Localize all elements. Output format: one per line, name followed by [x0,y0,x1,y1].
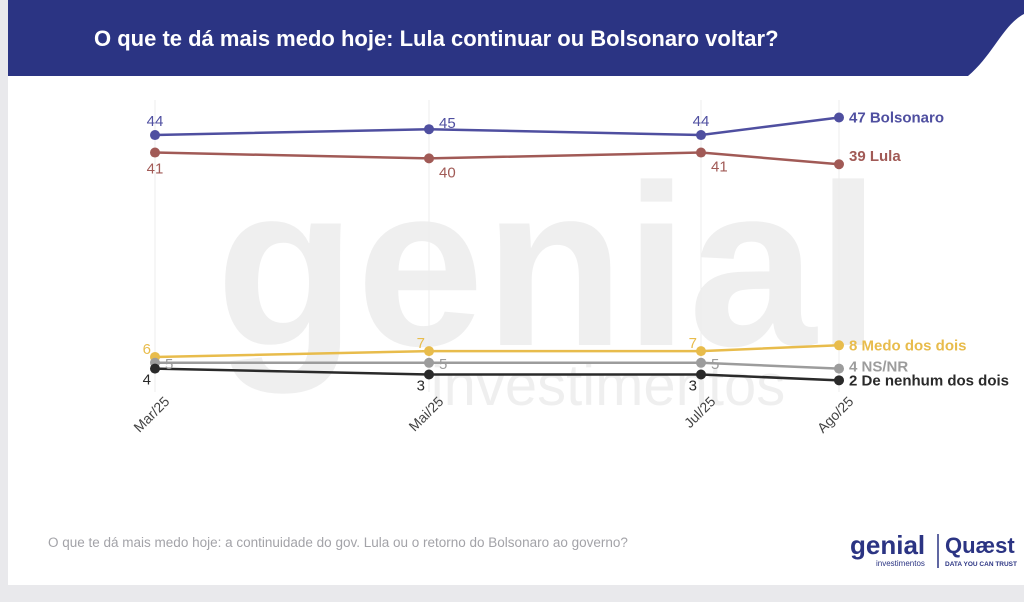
data-point-de-nenhum-dos-dois [424,369,434,380]
genial-watermark: genial investimentos [216,137,881,418]
data-point-bolsonaro [150,130,160,141]
end-label-medo-dos-dois: 8 Medo dos dois [849,337,967,354]
data-point-de-nenhum-dos-dois [150,363,160,374]
data-point-de-nenhum-dos-dois [696,369,706,380]
data-point-lula [834,159,844,170]
bottom-strip [0,585,1024,602]
data-point-bolsonaro [696,130,706,141]
data-label-lula: 41 [711,159,728,176]
data-point-bolsonaro [424,124,434,135]
data-point-lula [424,153,434,164]
end-label-bolsonaro: 47 Bolsonaro [849,110,944,127]
data-label-de-nenhum-dos-dois: 3 [417,377,425,394]
data-label-bolsonaro: 44 [147,113,164,130]
x-tick-label: Ago/25 [814,393,857,436]
series-line-bolsonaro [154,116,840,137]
data-point-lula [150,147,160,158]
data-point-de-nenhum-dos-dois [834,375,844,386]
x-tick-label: Mar/25 [130,393,172,435]
data-point-ns-nr [696,357,706,368]
data-point-medo-dos-dois [696,346,706,357]
data-point-medo-dos-dois [834,340,844,351]
quaest-tagline: DATA YOU CAN TRUST [945,561,1017,568]
data-label-medo-dos-dois: 7 [417,335,425,352]
series-lines [154,116,840,382]
title-banner-shape [8,0,1024,76]
data-label-lula: 40 [439,164,456,181]
data-point-ns-nr [424,357,434,368]
genial-logo-subtext: investimentos [876,559,925,568]
data-label-ns-nr: 5 [711,356,719,373]
footnote: O que te dá mais medo hoje: a continuida… [48,535,628,550]
data-point-lula [696,147,706,158]
series-end-labels: 47 Bolsonaro 39 Lula 8 Medo dos dois 4 NS/N… [849,110,1009,390]
data-point-medo-dos-dois [424,346,434,357]
series-line-medo-dos-dois [154,344,840,359]
title-banner: O que te dá mais medo hoje: Lula continu… [8,0,1024,76]
data-label-medo-dos-dois: 7 [689,335,697,352]
data-label-ns-nr: 5 [439,356,447,373]
genial-logo: genial [850,530,925,560]
data-point-bolsonaro [834,112,844,123]
data-label-de-nenhum-dos-dois: 4 [143,372,151,389]
quaest-logo: Quæst [945,533,1015,558]
series-line-de-nenhum-dos-dois [154,367,840,382]
data-label-lula: 41 [147,161,164,178]
data-label-bolsonaro: 44 [693,113,710,130]
data-point-ns-nr [834,363,844,374]
data-label-ns-nr: 5 [165,356,173,373]
end-label-de-nenhum-dos-dois: 2 De nenhum dos dois [849,372,1009,389]
brand-logos: genial investimentos Quæst DATA YOU CAN … [850,530,1017,568]
end-label-ns-nr: 4 NS/NR [849,359,908,376]
data-label-medo-dos-dois: 6 [143,341,151,358]
data-label-de-nenhum-dos-dois: 3 [689,377,697,394]
series-line-ns-nr [155,361,840,370]
chart-card: O que te dá mais medo hoje: Lula continu… [8,0,1024,585]
end-label-lula: 39 Lula [849,148,901,165]
series-points [150,112,844,386]
series-line-lula [154,151,840,166]
data-label-bolsonaro: 45 [439,115,456,132]
chart-title: O que te dá mais medo hoje: Lula continu… [94,26,779,51]
